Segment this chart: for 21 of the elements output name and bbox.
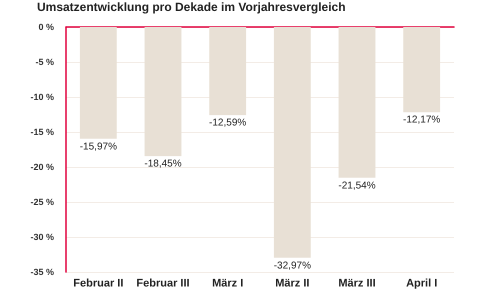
- x-tick-label: März I: [212, 278, 244, 290]
- y-tick-label: -25 %: [30, 197, 54, 207]
- x-tick-label: Februar III: [136, 278, 190, 290]
- y-tick-label: -5 %: [35, 57, 54, 67]
- x-tick-label: Februar II: [73, 278, 124, 290]
- y-tick-label: -30 %: [30, 232, 54, 242]
- data-label: -32,97%: [274, 260, 312, 272]
- data-label: -15,97%: [80, 141, 118, 152]
- chart-title: Umsatzentwicklung pro Dekade im Vorjahresvergleich: [37, 0, 346, 14]
- y-tick-label: -35 %: [30, 267, 54, 277]
- data-label: -18,45%: [144, 158, 182, 170]
- data-label: -12,59%: [209, 118, 246, 129]
- y-tick-label: -20 %: [30, 162, 54, 172]
- y-tick-label: 0 %: [38, 22, 54, 32]
- y-tick-label: -15 %: [30, 127, 54, 137]
- y-tick-label: -10 %: [30, 92, 54, 102]
- data-label: -12,17%: [403, 114, 440, 126]
- x-tick-label: März II: [275, 278, 310, 290]
- x-tick-label: März III: [338, 278, 376, 290]
- data-label: -21,54%: [338, 180, 376, 192]
- x-tick-label: April I: [406, 278, 438, 290]
